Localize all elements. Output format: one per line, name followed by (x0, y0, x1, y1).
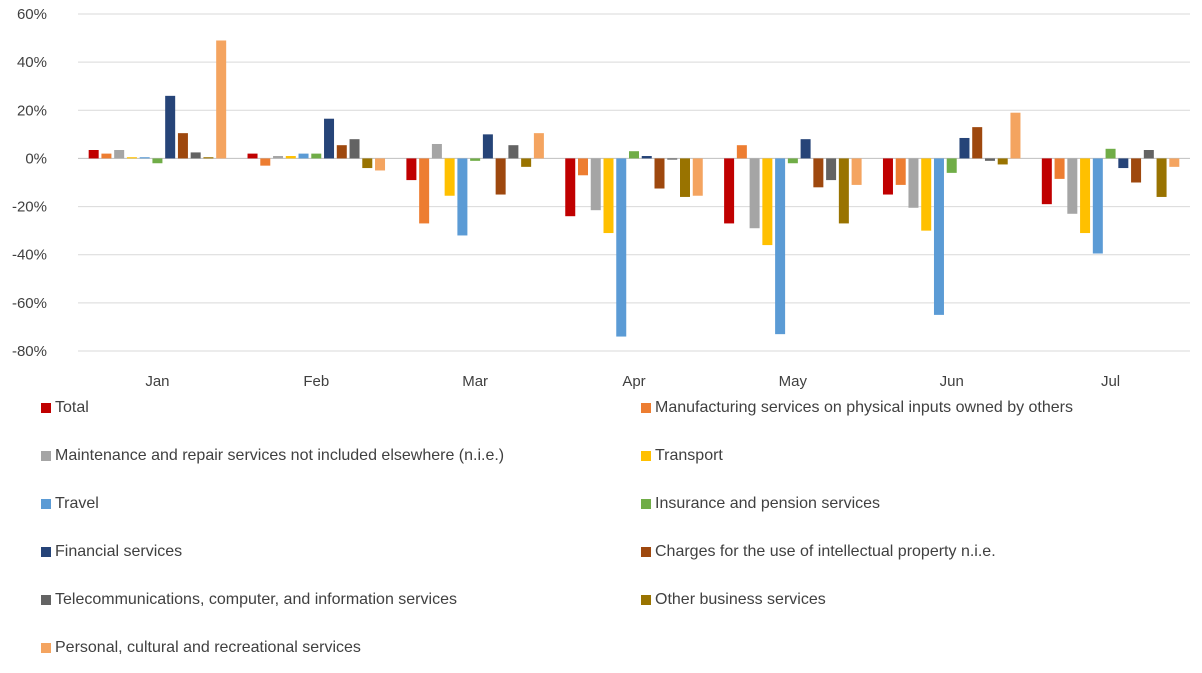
bar (641, 156, 652, 159)
bar (203, 157, 214, 159)
bar (654, 158, 665, 189)
bar (324, 118, 335, 159)
bar (216, 40, 227, 159)
gridlines (78, 13, 1190, 352)
bar (775, 158, 786, 335)
bar (629, 151, 639, 159)
bar (285, 156, 296, 159)
bar (1143, 150, 1154, 159)
bar (1118, 158, 1129, 169)
bar (431, 143, 442, 159)
y-tick-label: -20% (12, 199, 47, 216)
bar (736, 145, 747, 159)
bar (88, 150, 99, 159)
y-tick-label: -80% (12, 343, 47, 360)
y-axis-tick-labels: 60% 40% 20% 0% -20% -40% -60% -80% (12, 6, 47, 360)
bar (1041, 158, 1052, 205)
bar (946, 158, 957, 173)
bar (260, 158, 271, 166)
bar (616, 158, 627, 337)
bar (165, 95, 176, 159)
bar (444, 158, 455, 196)
bar (533, 133, 544, 159)
bar (565, 158, 576, 217)
bar (692, 158, 703, 196)
bar (1169, 158, 1180, 167)
bar (311, 153, 322, 159)
bar (984, 158, 995, 161)
bar (139, 157, 150, 159)
bar (177, 133, 188, 159)
bar (578, 158, 588, 176)
y-tick-label: 20% (17, 102, 47, 119)
x-category-label: Jul (1101, 373, 1120, 390)
bar (298, 153, 309, 159)
x-category-label: Jan (145, 373, 169, 390)
x-category-label: May (779, 373, 808, 390)
y-tick-label: 60% (17, 6, 47, 23)
bar (749, 158, 760, 229)
bar (933, 158, 944, 315)
bar (375, 158, 386, 171)
bar (336, 145, 347, 159)
bar (882, 158, 893, 195)
bar (680, 158, 690, 197)
bars (88, 40, 1180, 337)
bar (152, 158, 163, 164)
bar (495, 158, 506, 195)
bar (1054, 158, 1065, 179)
x-category-label: Mar (462, 373, 488, 390)
bar (667, 158, 678, 160)
bar (457, 158, 468, 236)
bar (1156, 158, 1167, 197)
bar (101, 153, 112, 159)
x-category-label: Apr (622, 373, 645, 390)
bar (787, 158, 798, 164)
bar (895, 158, 906, 185)
bar (590, 158, 601, 211)
bar (724, 158, 735, 224)
bar (800, 139, 811, 159)
bar (838, 158, 849, 224)
y-tick-label: 0% (25, 150, 47, 167)
bar (247, 153, 258, 159)
y-tick-label: -40% (12, 247, 47, 264)
y-tick-label: 40% (17, 54, 47, 71)
bar (508, 145, 519, 159)
bar (908, 158, 919, 208)
bar (603, 158, 614, 234)
bar (1080, 158, 1091, 234)
bar (1010, 112, 1021, 159)
bar (482, 134, 493, 159)
bar (762, 158, 773, 246)
bar (419, 158, 430, 224)
bar (273, 156, 284, 159)
x-category-label: Jun (940, 373, 964, 390)
x-axis-category-labels: Jan Feb Mar Apr May Jun Jul (145, 373, 1120, 390)
bar (972, 127, 983, 159)
bar (1092, 158, 1103, 254)
bar (826, 158, 837, 181)
bar (114, 150, 125, 159)
bar (470, 158, 481, 161)
x-category-label: Feb (303, 373, 329, 390)
bar (1105, 148, 1116, 159)
bar (921, 158, 932, 231)
y-tick-label: -60% (12, 295, 47, 312)
bar (813, 158, 824, 188)
bar (126, 157, 137, 159)
bar (406, 158, 417, 181)
bar (1067, 158, 1078, 214)
bar (349, 139, 360, 159)
bar (1131, 158, 1142, 183)
bar (190, 152, 201, 159)
bar (362, 158, 373, 169)
bar (851, 158, 862, 185)
bar (521, 158, 532, 167)
bar (997, 158, 1008, 165)
bar (959, 137, 970, 159)
